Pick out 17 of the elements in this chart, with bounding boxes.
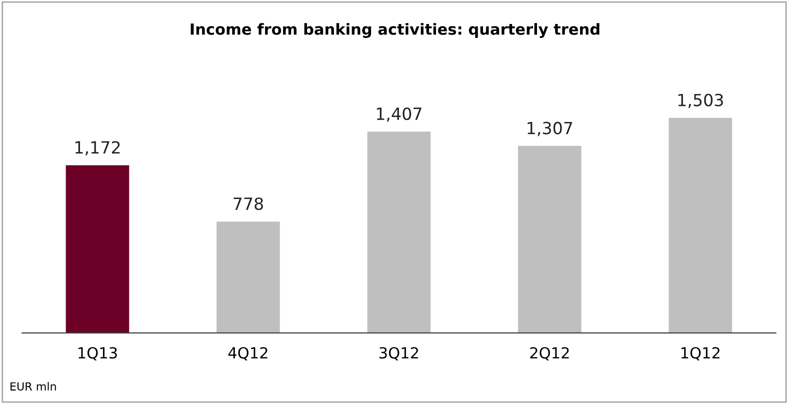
data-label: 1,307 (528, 122, 572, 136)
data-label: 1,503 (678, 94, 723, 108)
text: EUR mln (10, 382, 56, 391)
data-label: 1,407 (376, 107, 422, 122)
bar (367, 132, 431, 333)
bar (668, 118, 732, 333)
bar (518, 146, 582, 333)
x-tick-label: 3Q12 (380, 347, 418, 360)
x-tick-label: 1Q13 (78, 347, 117, 360)
x-tick-label: 2Q12 (530, 347, 569, 360)
chart-title: Income from banking activities: quarterly trend (190, 23, 600, 38)
x-tick-label: 1Q12 (682, 347, 720, 360)
bar (216, 222, 280, 333)
bar (66, 165, 130, 333)
x-tick-label: 4Q12 (228, 347, 268, 360)
data-label: 1,172 (75, 141, 120, 156)
data-label: 778 (234, 197, 263, 210)
